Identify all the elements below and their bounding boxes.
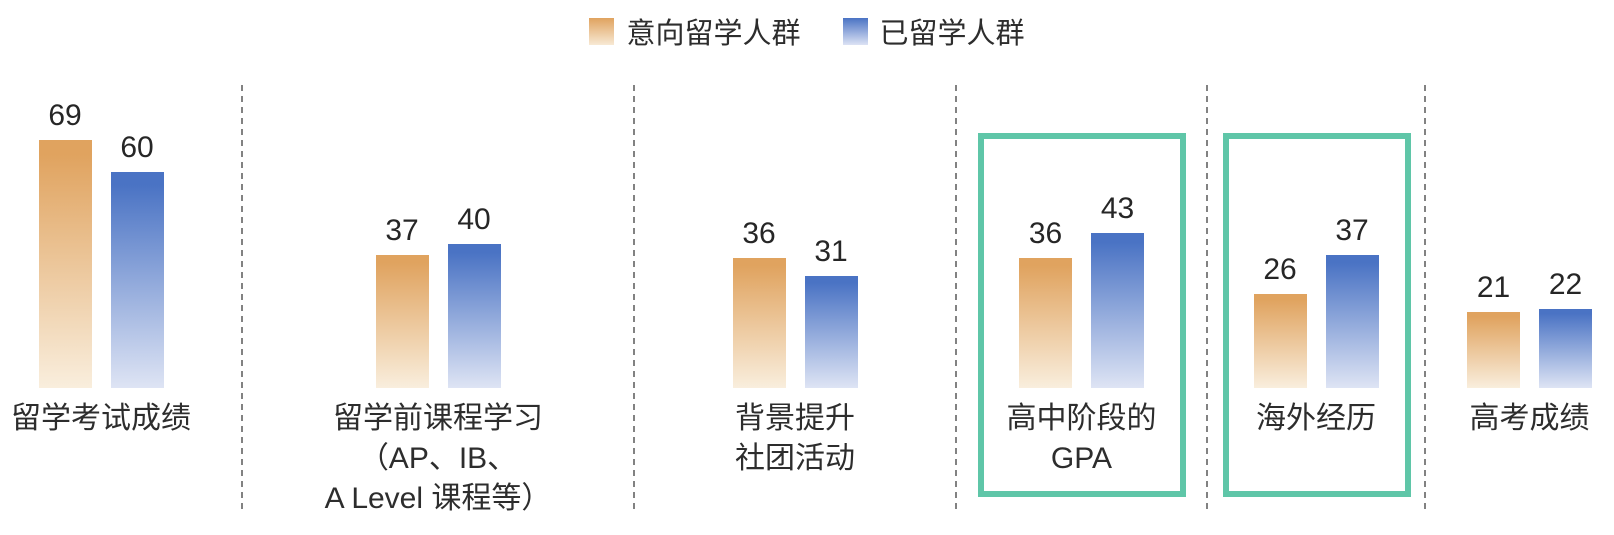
bar-series-2 — [804, 276, 858, 388]
bar-pair: 21 22 — [1435, 85, 1614, 388]
bar-wrap: 22 — [1539, 270, 1592, 388]
category-label: 高考成绩 — [1435, 399, 1614, 439]
chart-legend: 意向留学人群 已留学人群 — [0, 10, 1614, 52]
bar-series-1 — [732, 258, 786, 388]
category-label-line: 高中阶段的 — [1006, 402, 1157, 435]
bar-series-2 — [1325, 255, 1379, 388]
bar-pair: 36 43 — [956, 85, 1207, 388]
category-label-line: 社团活动 — [735, 442, 855, 475]
bar-value-label: 43 — [1100, 192, 1135, 225]
category-label-line: GPA — [1050, 442, 1113, 475]
bar-value-label: 36 — [742, 217, 776, 250]
bar-value-label: 36 — [1028, 217, 1063, 250]
category-label: 海外经历 — [1207, 399, 1425, 439]
bar-wrap: 36 — [1019, 219, 1072, 388]
bar-value-label: 22 — [1548, 268, 1583, 301]
legend-item-already-abroad-students: 已留学人群 — [842, 10, 1025, 52]
bar-value-label: 21 — [1476, 271, 1511, 304]
bar-wrap: 43 — [1091, 194, 1144, 388]
bar-value-label: 37 — [1335, 214, 1369, 247]
bar-wrap: 36 — [732, 217, 786, 388]
category-label-line: 留学考试成绩 — [11, 402, 191, 435]
bar-wrap: 37 — [1325, 214, 1379, 388]
bar-wrap: 26 — [1253, 253, 1307, 388]
bar-series-1 — [1253, 294, 1307, 388]
legend-item-intending-students: 意向留学人群 — [589, 10, 801, 52]
bar-series-2 — [110, 172, 164, 388]
legend-label: 已留学人群 — [879, 18, 1025, 50]
bar-wrap: 40 — [447, 203, 501, 388]
bar-series-2 — [1091, 233, 1144, 388]
category-group-gaokao-scores: 21 22 高考成绩 — [1425, 85, 1614, 535]
category-label-line: 高考成绩 — [1469, 402, 1590, 435]
bar-series-1 — [1019, 258, 1072, 388]
bar-pair: 37 40 — [242, 85, 634, 388]
category-group-exam-scores: 69 60 留学考试成绩 — [0, 85, 243, 535]
bar-value-label: 40 — [457, 203, 491, 236]
category-group-background-activities: 36 31 背景提升 社团活动 — [634, 85, 957, 535]
bar-series-1 — [38, 140, 92, 388]
bar-pair: 36 31 — [634, 85, 956, 388]
category-label-line: 背景提升 — [735, 402, 855, 435]
legend-swatch-blue-icon — [842, 17, 868, 45]
bar-series-2 — [447, 244, 501, 388]
category-label-line: （AP、IB、 — [358, 442, 518, 475]
bar-wrap: 60 — [110, 131, 164, 388]
bar-pair: 26 37 — [1207, 85, 1425, 388]
bar-wrap: 21 — [1467, 273, 1520, 388]
bar-value-label: 60 — [120, 131, 154, 164]
category-label-line: 海外经历 — [1256, 402, 1376, 435]
bar-pair: 69 60 — [0, 85, 222, 388]
category-label-line: 留学前课程学习 — [333, 402, 543, 435]
bar-value-label: 69 — [48, 99, 82, 132]
bar-series-1 — [375, 255, 429, 388]
category-label: 高中阶段的 GPA — [956, 399, 1207, 479]
category-label: 留学前课程学习 （AP、IB、 A Level 课程等） — [242, 399, 634, 519]
category-group-pre-study-courses: 37 40 留学前课程学习 （AP、IB、 A Level 课程等） — [242, 85, 635, 535]
chart-plot-area: 69 60 留学考试成绩 37 40 — [0, 85, 1614, 535]
legend-swatch-orange-icon — [589, 17, 615, 45]
category-label: 背景提升 社团活动 — [634, 399, 956, 479]
category-label: 留学考试成绩 — [0, 399, 222, 439]
bar-value-label: 26 — [1263, 253, 1297, 286]
category-label-line: A Level 课程等） — [324, 482, 552, 515]
bar-series-1 — [1467, 312, 1520, 388]
bar-wrap: 31 — [804, 235, 858, 388]
legend-label: 意向留学人群 — [626, 18, 801, 50]
category-group-high-school-gpa: 36 43 高中阶段的 GPA — [956, 85, 1208, 535]
bar-wrap: 69 — [38, 99, 92, 388]
bar-series-2 — [1539, 309, 1592, 388]
bar-value-label: 31 — [814, 235, 848, 268]
bar-value-label: 37 — [385, 214, 419, 247]
category-group-overseas-experience: 26 37 海外经历 — [1207, 85, 1426, 535]
bar-wrap: 37 — [375, 214, 429, 388]
